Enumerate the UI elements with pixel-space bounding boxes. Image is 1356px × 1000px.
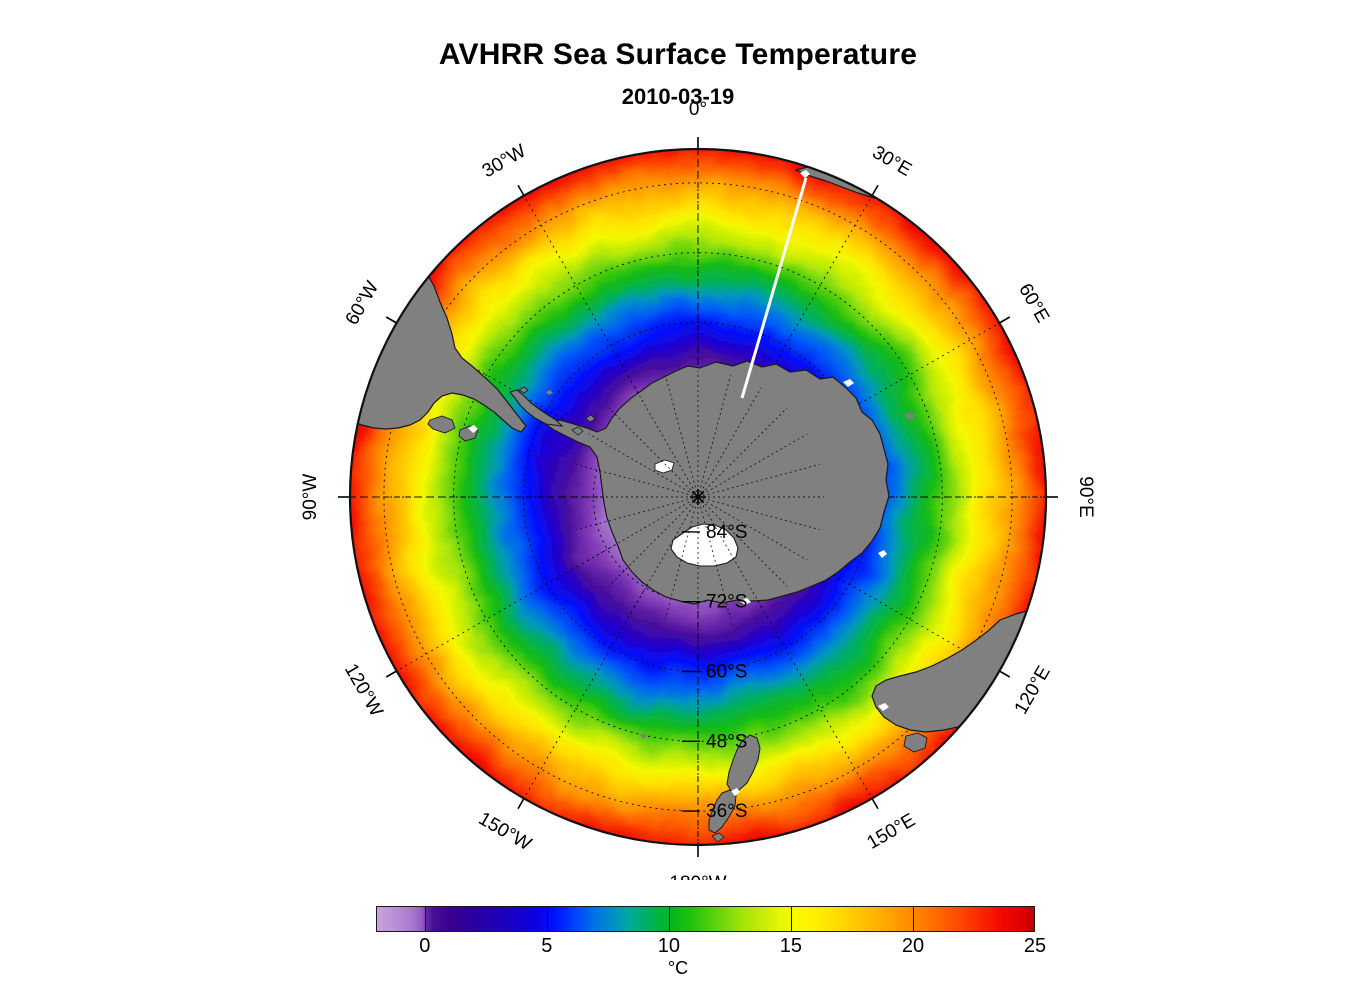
colorbar-tick-label: 10 [657,935,680,957]
longitude-label: 30°W [479,141,530,183]
longitude-label: 150°W [475,808,535,855]
south-pole-marker [690,489,706,505]
page-title: AVHRR Sea Surface Temperature [438,38,918,71]
longitude-label: 60°E [1014,280,1053,326]
longitude-tick [999,670,1011,678]
longitude-label: 150°E [863,810,919,854]
polar-stereographic-map: 84°S 72°S 60°S 48°S 36°S 0° 30°E 60°E 90°E 120°E… [300,99,1096,880]
latitude-label: 36°S [706,801,747,822]
longitude-label: 30°E [869,142,915,181]
longitude-tick [871,184,879,196]
longitude-label: 120°W [340,660,387,720]
map-panel: 84°S 72°S 60°S 48°S 36°S 0° 30°E 60°E 90°E 120°E… [300,99,1096,880]
latitude-label: 72°S [706,592,747,613]
colorbar-tick-label: 5 [541,935,553,957]
latitude-label: 84°S [706,522,747,543]
graticule-principal-axes [350,149,1046,845]
colorbar[interactable] [376,906,1035,932]
colorbar-tick [790,906,792,932]
longitude-tick [517,184,525,196]
colorbar-unit-label: °C [667,958,689,978]
page-subtitle: 2010-03-19 [621,84,735,109]
colorbar-tick [912,906,914,932]
map-outer-frame [348,147,1048,847]
polar-graticule-spokes [572,371,824,623]
longitude-label: 120°E [1011,662,1055,718]
latitude-labels: 84°S 72°S 60°S 48°S 36°S [682,522,747,822]
longitude-tick [871,798,879,810]
new-zealand-landmass [546,390,916,843]
colorbar-tick-label: 25 [1023,935,1047,957]
colorbar-tick-label: 15 [779,935,803,957]
satellite-data-gap [740,177,808,399]
longitude-tick [385,316,397,324]
longitude-label: 60°W [342,278,384,329]
colorbar-tick [668,906,670,932]
latitude-label: 48°S [706,731,747,752]
colorbar-tick [546,906,548,932]
colorbar-tick [424,906,426,932]
longitude-tick [517,798,525,810]
longitude-label: 0° [689,99,707,120]
longitude-label: 180°W [669,873,726,880]
longitude-label: 90°W [300,474,321,521]
longitude-tick [999,316,1011,324]
latitude-label: 60°S [706,662,747,683]
colorbar-tick-label: 20 [901,935,925,957]
longitude-tick [385,670,397,678]
antarctica-landmass [509,360,890,605]
longitude-label: 90°E [1075,476,1096,517]
colorbar-tick-label: 0 [419,935,431,957]
